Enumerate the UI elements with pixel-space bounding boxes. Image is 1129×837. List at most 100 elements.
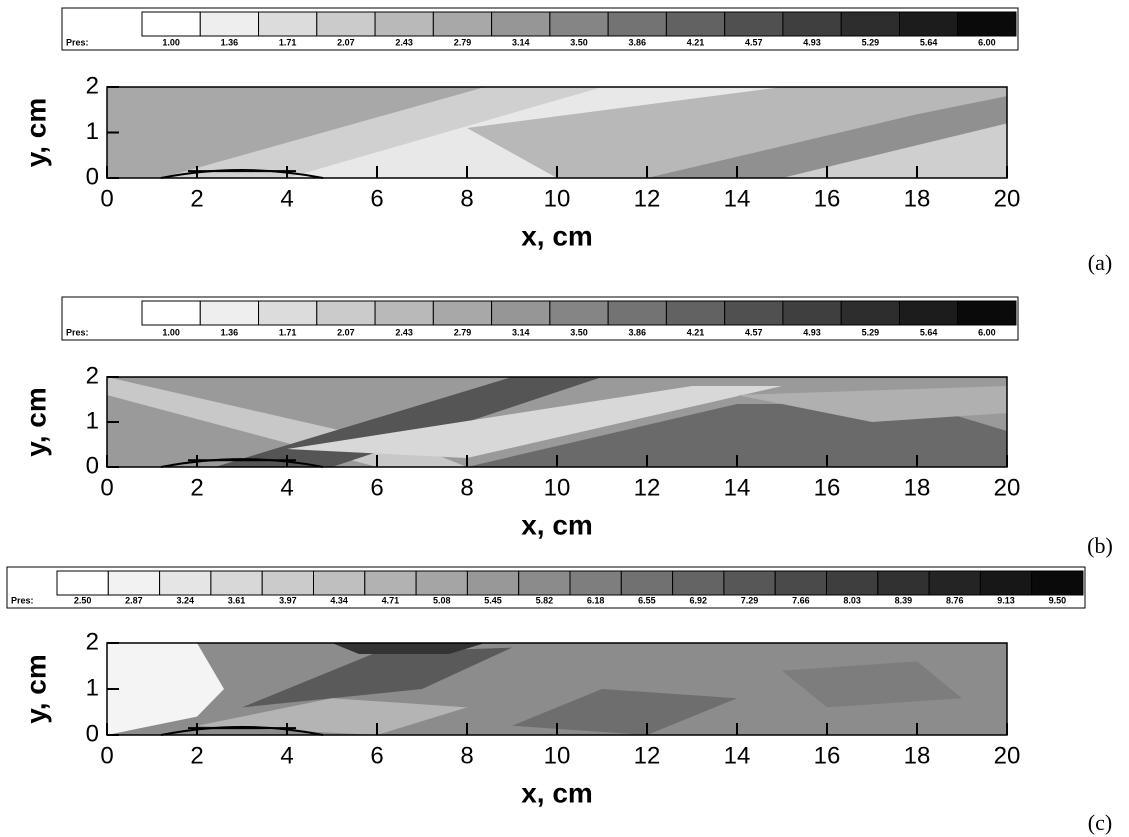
bump: [160, 169, 324, 179]
colorbar-label: 3.97: [279, 595, 297, 605]
x-tick-label: 18: [904, 474, 931, 501]
colorbar-label: 4.93: [803, 37, 821, 47]
x-tick-label: 8: [460, 474, 473, 501]
x-tick-label: 4: [280, 474, 293, 501]
contour-region: [107, 643, 224, 735]
x-tick-label: 0: [100, 185, 113, 212]
colorbar-swatch: [665, 300, 726, 326]
colorbar-label: 3.50: [570, 327, 588, 337]
colorbar-swatch: [724, 11, 784, 37]
y-tick-label: 0: [86, 720, 99, 747]
colorbar-label: 3.61: [228, 595, 246, 605]
contour-field: [107, 377, 1007, 467]
colorbar-label: 2.43: [395, 37, 413, 47]
panel: 1.00 1.36 1.71 2.07 2.43 2.79 3.14 3.50 3.86 4.21…: [20, 296, 1113, 558]
colorbar-label: 3.14: [512, 37, 530, 47]
colorbar-swatch: [199, 11, 260, 37]
colorbar-label: 9.50: [1049, 595, 1067, 605]
x-tick-label: 12: [634, 742, 661, 769]
colorbar-label: 6.00: [978, 37, 996, 47]
y-tick-label: 0: [86, 163, 99, 190]
colorbar-label: 1.71: [279, 327, 297, 337]
x-tick-label: 4: [280, 185, 293, 212]
x-tick-label: 16: [814, 742, 841, 769]
contour-region: [782, 123, 1007, 178]
x-tick-label: 14: [724, 185, 751, 212]
x-tick-label: 20: [994, 185, 1021, 212]
colorbar-swatch: [957, 11, 1017, 37]
colorbar-label: 2.79: [454, 37, 472, 47]
colorbar-swatch: [210, 570, 263, 596]
colorbar-swatch: [877, 570, 930, 596]
contour-region: [197, 698, 467, 735]
colorbar-label: 6.55: [638, 595, 656, 605]
y-tick-label: 2: [86, 628, 99, 655]
x-tick-label: 10: [544, 742, 571, 769]
y-tick-label: 1: [86, 118, 99, 145]
contour-region: [332, 643, 485, 655]
x-tick-label: 4: [280, 742, 293, 769]
colorbar-label: 5.45: [484, 595, 502, 605]
colorbar-label: 2.07: [337, 327, 355, 337]
colorbar-swatch: [258, 11, 318, 37]
colorbar-swatch: [374, 300, 434, 326]
x-tick-label: 10: [544, 474, 571, 501]
colorbar-label: 6.92: [689, 595, 707, 605]
colorbar-title: Pres:: [66, 327, 89, 337]
x-tick-label: 6: [370, 185, 383, 212]
colorbar-swatch: [374, 11, 434, 37]
colorbar-swatch: [415, 570, 468, 596]
x-tick-label: 20: [994, 742, 1021, 769]
colorbar-swatch: [159, 570, 212, 596]
colorbar-label: 5.64: [920, 327, 938, 337]
colorbar-swatch: [466, 570, 520, 596]
colorbar-label: 3.86: [629, 37, 647, 47]
bump: [160, 725, 324, 736]
colorbar-swatch: [723, 570, 776, 596]
colorbar-swatch: [957, 300, 1017, 326]
colorbar-swatch: [258, 300, 318, 326]
colorbar-label: 4.21: [687, 37, 705, 47]
colorbar-title: Pres:: [11, 595, 34, 605]
colorbar-label: 5.29: [862, 327, 880, 337]
colorbar-swatch: [898, 300, 959, 326]
y-axis-label: y, cm: [20, 387, 51, 457]
colorbar-swatch: [607, 300, 667, 326]
colorbar-swatch: [569, 570, 622, 596]
colorbar-swatch: [607, 11, 667, 37]
colorbar-label: 3.24: [176, 595, 194, 605]
colorbar-label: 1.36: [221, 37, 239, 47]
colorbar-label: 8.39: [895, 595, 913, 605]
colorbar-label: 5.08: [433, 595, 451, 605]
x-tick-label: 18: [904, 742, 931, 769]
colorbar-swatch: [316, 300, 376, 326]
colorbar-label: 1.36: [221, 327, 239, 337]
x-tick-label: 14: [724, 742, 751, 769]
colorbar-swatch: [56, 570, 109, 596]
x-tick-label: 10: [544, 185, 571, 212]
colorbar-title: Pres:: [66, 37, 89, 47]
y-tick-label: 1: [86, 407, 99, 434]
x-tick-label: 2: [190, 185, 203, 212]
colorbar-swatch: [199, 300, 260, 326]
colorbar-label: 4.21: [687, 327, 705, 337]
colorbar-label: 5.29: [862, 37, 880, 47]
colorbar-swatch: [141, 300, 201, 326]
x-tick-label: 2: [190, 474, 203, 501]
colorbar-swatch: [491, 11, 551, 37]
x-axis-label: x, cm: [521, 220, 593, 251]
colorbar-swatch: [782, 300, 842, 326]
colorbar-label: 2.87: [125, 595, 143, 605]
colorbar-label: 4.34: [330, 595, 348, 605]
contour-region: [215, 377, 602, 467]
x-tick-label: 2: [190, 742, 203, 769]
colorbar-swatch: [898, 11, 959, 37]
colorbar-label: 6.00: [978, 327, 996, 337]
x-tick-label: 6: [370, 742, 383, 769]
colorbar-label: 9.13: [997, 595, 1015, 605]
contour-region: [287, 386, 782, 458]
contour-region: [782, 661, 963, 708]
colorbar-swatch: [432, 11, 493, 37]
colorbar-label: 2.43: [395, 327, 413, 337]
